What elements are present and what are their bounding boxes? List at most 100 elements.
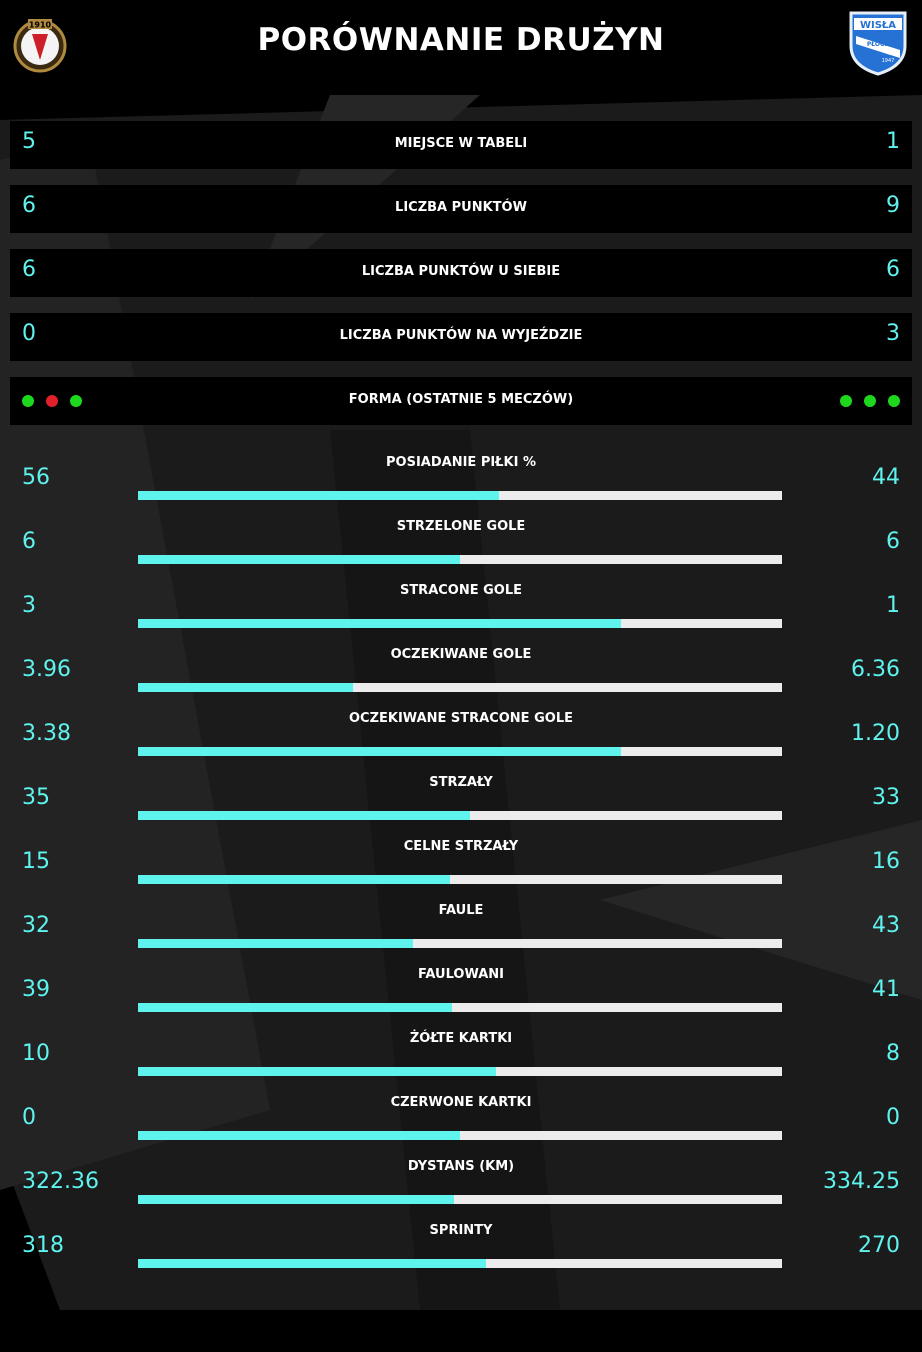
home-share-fill bbox=[138, 939, 413, 948]
home-share-fill bbox=[138, 875, 450, 884]
row-background bbox=[10, 313, 912, 361]
stat-label: POSIADANIE PIŁKI % bbox=[386, 455, 536, 470]
win-dot-icon bbox=[840, 395, 852, 407]
row-background bbox=[10, 249, 912, 297]
comparison-bar bbox=[138, 491, 782, 500]
comparison-bar bbox=[138, 875, 782, 884]
away-team-crest: WISŁA PŁOCK 1947 bbox=[848, 10, 908, 76]
stat-bars: 56 POSIADANIE PIŁKI % 44 6 STRZELONE GOLE 6 3 S… bbox=[10, 441, 912, 1273]
widzew-crest-icon: 1910 bbox=[13, 19, 67, 73]
home-share-fill bbox=[138, 555, 460, 564]
stat-row-bar: 32 FAULE 43 bbox=[10, 889, 912, 953]
comparison-bar bbox=[138, 1003, 782, 1012]
home-share-fill bbox=[138, 811, 470, 820]
comparison-bar bbox=[138, 619, 782, 628]
stat-label: ŻÓŁTE KARTKI bbox=[409, 1031, 513, 1046]
home-value: 39 bbox=[22, 977, 50, 1002]
comparison-bar bbox=[138, 683, 782, 692]
stat-label: FAULE bbox=[438, 903, 484, 918]
stat-row-bar: 3.96 OCZEKIWANE GOLE 6.36 bbox=[10, 633, 912, 697]
stat-row-away-points: 0 LICZBA PUNKTÓW NA WYJEŹDZIE 3 bbox=[10, 313, 912, 377]
stat-label: STRZAŁY bbox=[429, 775, 493, 790]
stat-label: MIEJSCE W TABELI bbox=[394, 136, 528, 151]
page-title: PORÓWNANIE DRUŻYN bbox=[257, 22, 665, 58]
crest-city-text: PŁOCK bbox=[867, 41, 890, 48]
stat-label: STRACONE GOLE bbox=[399, 583, 523, 598]
stat-label: OCZEKIWANE STRACONE GOLE bbox=[349, 711, 573, 726]
stat-row-home-points: 6 LICZBA PUNKTÓW U SIEBIE 6 bbox=[10, 249, 912, 313]
away-value: 43 bbox=[872, 913, 900, 938]
away-value: 8 bbox=[886, 1041, 900, 1066]
home-value: 3.96 bbox=[22, 657, 71, 682]
home-team-crest: 1910 bbox=[10, 14, 70, 74]
home-value: 3 bbox=[22, 593, 36, 618]
home-share-fill bbox=[138, 619, 621, 628]
stat-row-bar: 3 STRACONE GOLE 1 bbox=[10, 569, 912, 633]
away-value: 41 bbox=[872, 977, 900, 1002]
away-value: 6 bbox=[886, 529, 900, 554]
away-value: 6.36 bbox=[851, 657, 900, 682]
home-value: 35 bbox=[22, 785, 50, 810]
home-share-fill bbox=[138, 491, 499, 500]
stat-row-form: FORMA (OSTATNIE 5 MECZÓW) bbox=[10, 377, 912, 441]
comparison-bar bbox=[138, 1195, 782, 1204]
crest-year-text: 1910 bbox=[29, 21, 52, 30]
stat-row-bar: 0 CZERWONE KARTKI 0 bbox=[10, 1081, 912, 1145]
stat-label: SPRINTY bbox=[429, 1223, 493, 1238]
comparison-bar bbox=[138, 1067, 782, 1076]
home-value: 56 bbox=[22, 465, 50, 490]
away-value: 6 bbox=[886, 257, 900, 282]
header: 1910 PORÓWNANIE DRUŻYN WISŁA PŁOCK 1947 bbox=[0, 0, 922, 90]
crest-year-text: 1947 bbox=[882, 58, 895, 64]
stat-row-bar: 318 SPRINTY 270 bbox=[10, 1209, 912, 1273]
stat-row-bar: 35 STRZAŁY 33 bbox=[10, 761, 912, 825]
home-share-fill bbox=[138, 1195, 455, 1204]
stat-row-bar: 39 FAULOWANI 41 bbox=[10, 953, 912, 1017]
stat-label: FORMA (OSTATNIE 5 MECZÓW) bbox=[348, 392, 574, 407]
win-dot-icon bbox=[22, 395, 34, 407]
loss-dot-icon bbox=[46, 395, 58, 407]
stat-label: DYSTANS (KM) bbox=[407, 1159, 515, 1174]
comparison-bar bbox=[138, 1131, 782, 1140]
home-form-dots bbox=[22, 395, 82, 407]
home-value: 10 bbox=[22, 1041, 50, 1066]
comparison-bar bbox=[138, 939, 782, 948]
away-value: 334.25 bbox=[823, 1169, 900, 1194]
away-value: 16 bbox=[872, 849, 900, 874]
home-value: 3.38 bbox=[22, 721, 71, 746]
crest-name-text: WISŁA bbox=[860, 20, 896, 31]
row-background bbox=[10, 377, 912, 425]
stat-label: LICZBA PUNKTÓW bbox=[395, 200, 527, 215]
stat-label: STRZELONE GOLE bbox=[396, 519, 526, 534]
stat-row-bar: 10 ŻÓŁTE KARTKI 8 bbox=[10, 1017, 912, 1081]
stat-row-bar: 322.36 DYSTANS (KM) 334.25 bbox=[10, 1145, 912, 1209]
stat-label: LICZBA PUNKTÓW U SIEBIE bbox=[361, 264, 561, 279]
row-background bbox=[10, 121, 912, 169]
stats-list: 5 MIEJSCE W TABELI 1 6 LICZBA PUNKTÓW 9 … bbox=[10, 121, 912, 1273]
away-value: 270 bbox=[858, 1233, 900, 1258]
home-value: 15 bbox=[22, 849, 50, 874]
stat-row-table-position: 5 MIEJSCE W TABELI 1 bbox=[10, 121, 912, 185]
comparison-bar bbox=[138, 811, 782, 820]
home-share-fill bbox=[138, 1003, 453, 1012]
home-value: 6 bbox=[22, 193, 36, 218]
home-value: 0 bbox=[22, 1105, 36, 1130]
away-value: 9 bbox=[886, 193, 900, 218]
away-form-dots bbox=[840, 395, 900, 407]
away-value: 1.20 bbox=[851, 721, 900, 746]
home-value: 32 bbox=[22, 913, 50, 938]
stat-row-bar: 3.38 OCZEKIWANE STRACONE GOLE 1.20 bbox=[10, 697, 912, 761]
home-value: 5 bbox=[22, 129, 36, 154]
away-value: 33 bbox=[872, 785, 900, 810]
comparison-bar bbox=[138, 1259, 782, 1268]
home-value: 6 bbox=[22, 529, 36, 554]
stat-row-bar: 15 CELNE STRZAŁY 16 bbox=[10, 825, 912, 889]
stat-label: CELNE STRZAŁY bbox=[403, 839, 519, 854]
row-background bbox=[10, 185, 912, 233]
home-value: 6 bbox=[22, 257, 36, 282]
away-value: 1 bbox=[886, 129, 900, 154]
win-dot-icon bbox=[864, 395, 876, 407]
comparison-bar bbox=[138, 747, 782, 756]
stat-label: LICZBA PUNKTÓW NA WYJEŹDZIE bbox=[339, 328, 583, 343]
